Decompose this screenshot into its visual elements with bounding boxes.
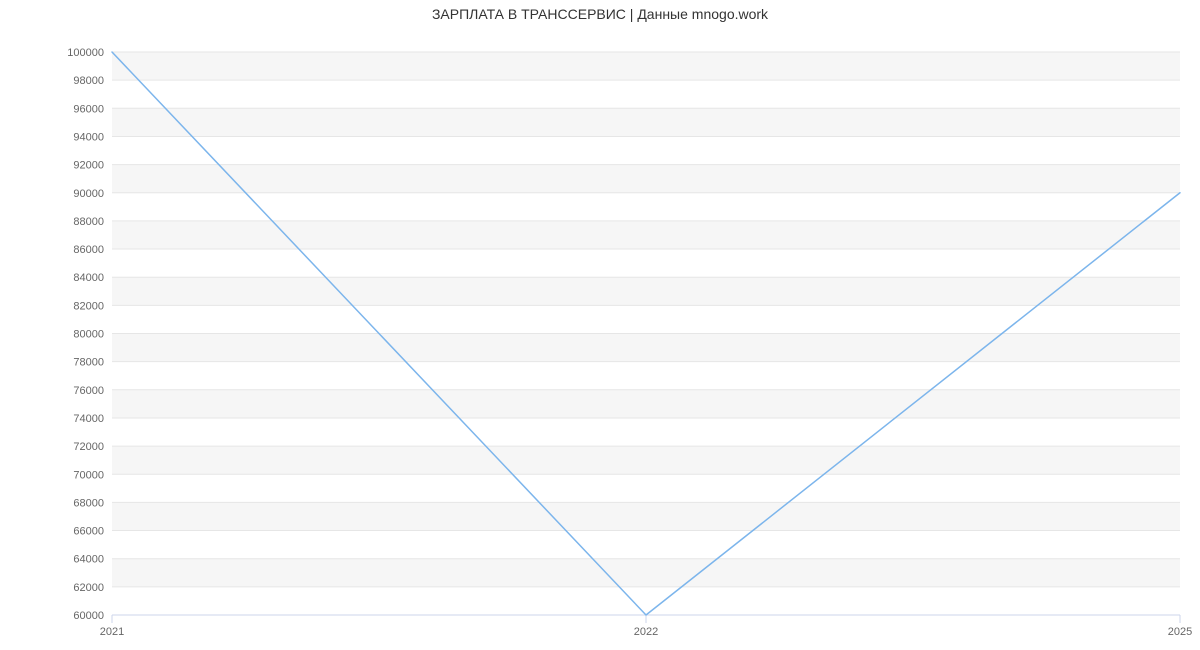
y-tick-label: 82000 bbox=[73, 300, 104, 312]
y-tick-label: 84000 bbox=[73, 272, 104, 284]
x-tick-label: 2025 bbox=[1168, 626, 1192, 638]
y-tick-label: 90000 bbox=[73, 188, 104, 200]
salary-chart: ЗАРПЛАТА В ТРАНССЕРВИС | Данные mnogo.wo… bbox=[0, 0, 1200, 650]
y-tick-label: 62000 bbox=[73, 582, 104, 594]
y-tick-label: 74000 bbox=[73, 413, 104, 425]
y-tick-label: 96000 bbox=[73, 103, 104, 115]
y-tick-label: 64000 bbox=[73, 554, 104, 566]
y-tick-label: 70000 bbox=[73, 469, 104, 481]
x-tick-label: 2022 bbox=[634, 626, 658, 638]
y-tick-label: 76000 bbox=[73, 385, 104, 397]
y-tick-label: 98000 bbox=[73, 75, 104, 87]
y-tick-label: 100000 bbox=[67, 47, 104, 59]
y-tick-label: 60000 bbox=[73, 610, 104, 622]
x-tick-label: 2021 bbox=[100, 626, 124, 638]
y-tick-label: 92000 bbox=[73, 160, 104, 172]
y-tick-label: 86000 bbox=[73, 244, 104, 256]
y-tick-label: 72000 bbox=[73, 441, 104, 453]
y-tick-label: 80000 bbox=[73, 329, 104, 341]
chart-svg: 60000 62000 64000 66000 68000 70000 72000 74000… bbox=[0, 0, 1200, 650]
y-tick-label: 68000 bbox=[73, 497, 104, 509]
y-tick-label: 78000 bbox=[73, 357, 104, 369]
y-tick-label: 66000 bbox=[73, 526, 104, 538]
y-tick-label: 88000 bbox=[73, 216, 104, 228]
y-tick-label: 94000 bbox=[73, 131, 104, 143]
